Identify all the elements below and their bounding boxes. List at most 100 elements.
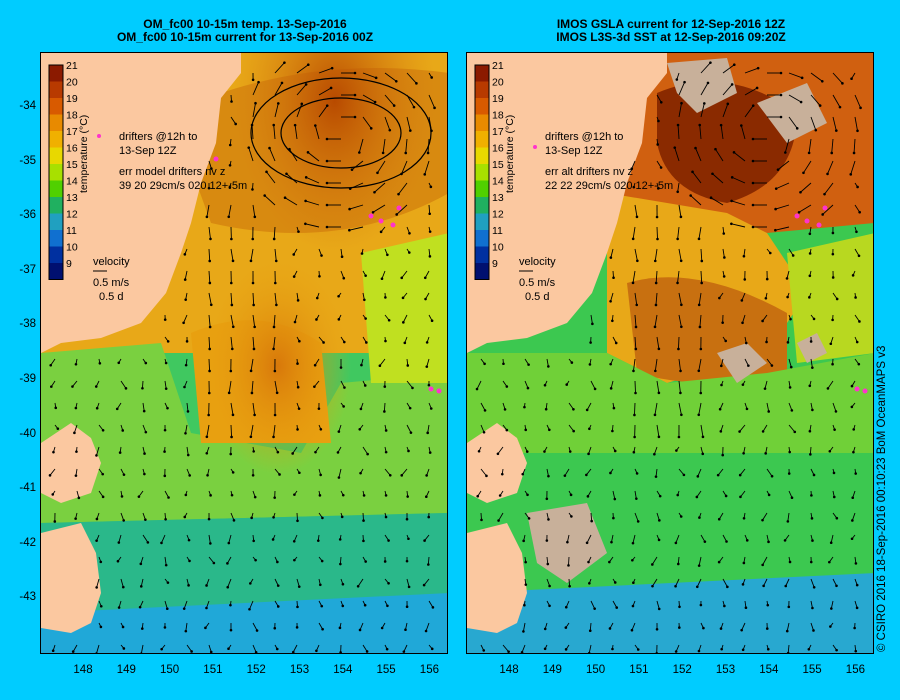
velocity-arrow-head xyxy=(296,299,300,302)
velocity-arrow-head xyxy=(230,237,233,241)
velocity-arrow-head xyxy=(654,369,657,373)
velocity-arrow-head xyxy=(121,585,125,589)
velocity-arrow-head xyxy=(276,605,280,608)
velocity-arrow-head xyxy=(585,541,589,545)
velocity-arrow-head xyxy=(768,251,772,255)
velocity-arrow-head xyxy=(657,391,661,395)
velocity-arrow-head xyxy=(694,146,697,150)
velocity-arrow xyxy=(405,138,408,153)
velocity-arrow-head xyxy=(249,259,253,263)
colorbar-tick-label: 10 xyxy=(492,242,504,254)
velocity-arrow xyxy=(695,147,702,162)
velocity-arrow xyxy=(810,358,813,368)
left-title-line2: OM_fc00 10-15m current for 13-Sep-2016 0… xyxy=(116,30,374,44)
velocity-arrow-head xyxy=(697,413,701,417)
velocity-arrow xyxy=(230,292,233,306)
velocity-arrow xyxy=(374,182,386,193)
velocity-arrow-head xyxy=(679,259,683,263)
colorbar-swatch xyxy=(475,164,489,181)
velocity-arrow xyxy=(423,578,430,586)
velocity-arrow-head xyxy=(207,391,211,395)
velocity-arrow-head xyxy=(304,199,307,203)
right-title-line1: IMOS GSLA current for 12-Sep-2016 12Z xyxy=(556,17,786,31)
velocity-arrow-head xyxy=(818,104,822,107)
velocity-arrow-head xyxy=(371,211,375,214)
velocity-arrow xyxy=(230,314,234,327)
velocity-arrow-head xyxy=(74,406,78,410)
velocity-arrow-head xyxy=(828,560,831,564)
velocity-arrow-head xyxy=(424,629,428,633)
velocity-arrow xyxy=(777,160,790,171)
velocity-arrow xyxy=(502,644,509,652)
colorbar-swatch xyxy=(475,197,489,214)
velocity-arrow-head xyxy=(330,66,334,70)
velocity-arrow xyxy=(810,94,821,106)
velocity-arrow xyxy=(338,468,342,478)
velocity-arrow-head xyxy=(751,225,755,229)
velocity-arrow-head xyxy=(852,151,856,155)
velocity-arrow-head xyxy=(52,450,55,454)
colorbar-tick-label: 14 xyxy=(66,176,78,188)
velocity-arrow-head xyxy=(231,413,235,417)
velocity-arrow-head xyxy=(143,452,146,455)
velocity-arrow xyxy=(164,600,168,609)
velocity-arrow-head xyxy=(186,410,190,413)
velocity-arrow-head xyxy=(249,369,253,373)
velocity-arrow-head xyxy=(137,495,141,498)
velocity-arrow xyxy=(632,226,636,239)
velocity-arrow-head xyxy=(75,450,78,453)
velocity-arrow-head xyxy=(209,542,212,545)
velocity-arrow xyxy=(788,72,803,79)
velocity-arrow xyxy=(406,424,412,433)
velocity-arrow xyxy=(208,314,211,327)
velocity-arrow-head xyxy=(183,515,187,519)
colorbar-swatch xyxy=(49,131,63,148)
velocity-arrow xyxy=(800,182,812,193)
colorbar-tick-label: 12 xyxy=(66,209,78,221)
velocity-arrow-head xyxy=(812,473,816,477)
velocity-arrow-head xyxy=(808,384,812,388)
velocity-arrow-head xyxy=(166,340,170,343)
velocity-arrow-head xyxy=(275,647,279,651)
velocity-arrow-head xyxy=(732,151,736,154)
velocity-arrow xyxy=(384,72,397,82)
velocity-arrow-head xyxy=(140,652,143,653)
velocity-arrow xyxy=(678,204,682,217)
velocity-arrow xyxy=(384,94,395,106)
velocity-arrow-head xyxy=(610,540,613,544)
velocity-arrow xyxy=(788,402,793,411)
velocity-arrow-head xyxy=(723,256,726,259)
velocity-arrow xyxy=(185,424,188,434)
velocity-arrow-head xyxy=(227,541,231,545)
velocity-arrow-head xyxy=(585,408,589,412)
velocity-arrow-head xyxy=(340,515,344,519)
velocity-arrow-head xyxy=(210,167,213,170)
velocity-arrow-head xyxy=(166,581,170,584)
velocity-arrow xyxy=(183,600,188,609)
velocity-arrow xyxy=(251,125,254,140)
velocity-arrow-head xyxy=(209,494,212,497)
velocity-arrow-head xyxy=(353,71,357,75)
velocity-arrow-head xyxy=(167,496,170,499)
velocity-arrow-head xyxy=(190,650,193,653)
velocity-arrow xyxy=(784,138,790,153)
velocity-arrow-head xyxy=(790,496,794,499)
velocity-arrow-head xyxy=(363,384,367,387)
velocity-arrow-head xyxy=(340,255,344,259)
velocity-arrow-head xyxy=(718,407,722,411)
velocity-arrow-head xyxy=(507,650,510,653)
velocity-arrow-head xyxy=(709,196,713,199)
velocity-arrow-head xyxy=(71,385,74,388)
velocity-arrow-head xyxy=(849,173,853,176)
velocity-arrow-head xyxy=(820,79,824,83)
velocity-arrow-head xyxy=(588,581,591,585)
colorbar-tick-label: 17 xyxy=(66,126,78,138)
velocity-arrow-head xyxy=(205,606,208,610)
velocity-arrow-head xyxy=(634,391,637,395)
velocity-arrow xyxy=(372,204,386,213)
velocity-arrow xyxy=(252,204,256,217)
velocity-arrow-head xyxy=(402,321,405,324)
velocity-arrow-head xyxy=(187,538,191,542)
velocity-arrow xyxy=(406,578,410,587)
velocity-arrow xyxy=(251,380,254,393)
